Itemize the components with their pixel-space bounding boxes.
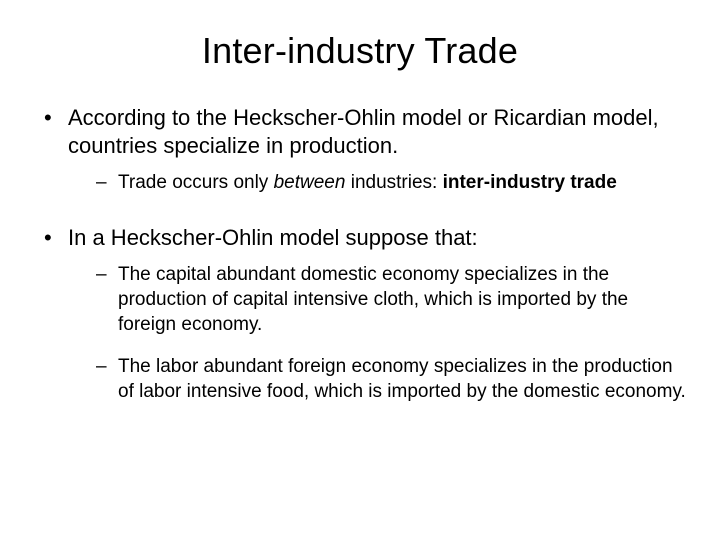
sub-bullet-bold: inter-industry trade xyxy=(443,172,617,193)
bullet-item: In a Heckscher-Ohlin model suppose that:… xyxy=(40,224,690,405)
slide-title: Inter-industry Trade xyxy=(30,30,690,72)
sub-bullet-item: Trade occurs only between industries: in… xyxy=(94,171,690,196)
slide: Inter-industry Trade According to the He… xyxy=(0,0,720,540)
sub-bullet-pre: The capital abundant domestic economy sp… xyxy=(118,264,628,334)
sub-bullet-pre: The labor abundant foreign economy speci… xyxy=(118,356,686,402)
bullet-item: According to the Heckscher-Ohlin model o… xyxy=(40,104,690,196)
bullet-list-level2: The capital abundant domestic economy sp… xyxy=(68,263,690,404)
bullet-text: According to the Heckscher-Ohlin model o… xyxy=(68,105,659,158)
sub-bullet-pre: Trade occurs only xyxy=(118,172,274,193)
sub-bullet-item: The labor abundant foreign economy speci… xyxy=(94,355,690,404)
sub-bullet-item: The capital abundant domestic economy sp… xyxy=(94,263,690,337)
bullet-text: In a Heckscher-Ohlin model suppose that: xyxy=(68,225,478,250)
sub-bullet-em: between xyxy=(274,172,346,193)
bullet-list-level1: According to the Heckscher-Ohlin model o… xyxy=(30,104,690,405)
sub-bullet-mid: industries: xyxy=(345,172,442,193)
bullet-list-level2: Trade occurs only between industries: in… xyxy=(68,171,690,196)
